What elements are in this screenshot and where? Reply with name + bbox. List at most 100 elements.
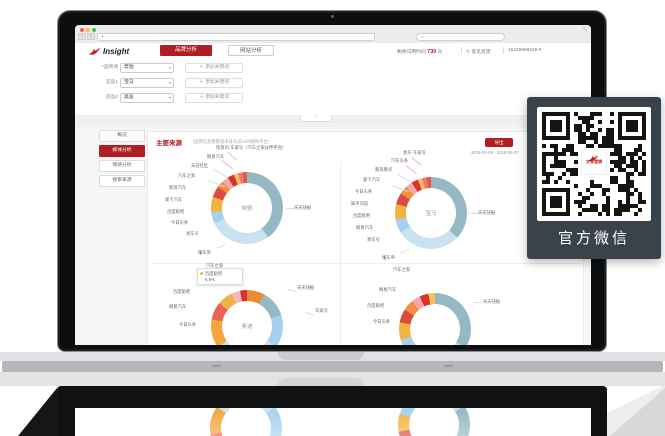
label-leader-line — [221, 160, 234, 170]
logo-text: Insight — [103, 46, 130, 56]
donut-label: 百度贴吧 — [167, 209, 185, 214]
label-leader-line — [305, 312, 314, 316]
donut-label: 百度贴吧 — [353, 213, 371, 218]
account-phone: 15229866629 — [508, 47, 538, 53]
sidebar-item-overview[interactable]: 概况 — [99, 130, 145, 142]
app-header: Insight 品牌分析 网站分析 剩余试用时间 730 天 ✎ 意见反馈 15… — [75, 43, 591, 58]
trial-prefix: 剩余试用时间 — [397, 49, 426, 55]
filter-label-competitor1: 竞品1 — [78, 78, 118, 88]
maximize-window-button[interactable] — [92, 28, 96, 32]
label-leader-line — [213, 169, 228, 178]
laptop-screen-bezel: ⤡ ‹ › + ⌕ Insight 品牌分析 网站分析 剩余试用时间 730 — [57, 10, 607, 352]
browser-search-field[interactable]: ⌕ — [416, 33, 505, 41]
browser-back-button[interactable]: ‹ — [78, 33, 86, 40]
filter-label-text: 品牌词 — [103, 65, 118, 70]
trial-remaining-text: 剩余试用时间 730 天 — [397, 48, 442, 55]
brand-select-value: 奔驰 — [124, 65, 134, 70]
required-asterisk: * — [101, 65, 104, 70]
sidebar-item-search-source[interactable]: 搜索来源 — [99, 175, 145, 187]
nav-tab-brand-analysis[interactable]: 品牌分析 — [160, 45, 212, 56]
chevron-down-icon: ▾ — [538, 47, 542, 53]
add-keyword-button-3[interactable]: ＋ 添加关键词 — [185, 93, 243, 103]
donut-label: 懂车帝 — [198, 250, 211, 255]
close-window-button[interactable] — [80, 28, 84, 32]
donut-label: 网易汽车 — [169, 304, 187, 309]
minimize-window-button[interactable] — [86, 28, 90, 32]
export-button[interactable]: 导出 — [485, 138, 513, 147]
filter-label-brand: *品牌词 — [78, 63, 118, 73]
label-leader-line — [474, 302, 482, 303]
laptop-foot — [212, 365, 221, 367]
sidebar-item-media-analysis[interactable]: 媒体分析 — [99, 145, 145, 157]
filter-label-competitor2: 竞品2 — [78, 93, 118, 103]
reflection-fade — [75, 408, 591, 436]
donut-label: 网易汽车 — [207, 154, 225, 159]
qr-modules — [542, 112, 646, 216]
header-divider — [503, 47, 504, 54]
competitor1-select[interactable]: 宝马 ▾ — [120, 78, 174, 88]
app-logo[interactable]: Insight — [88, 46, 129, 56]
tooltip-label: 百度贴吧 — [205, 270, 223, 276]
laptop-base-front — [2, 361, 663, 372]
donut-label: 天天快报 — [297, 285, 315, 290]
donut-chart-benz[interactable]: 奔驰 — [211, 172, 283, 244]
laptop-hinge-notch — [278, 352, 364, 360]
label-leader-line — [216, 243, 226, 249]
trial-days: 730 — [427, 48, 437, 55]
trial-suffix: 天 — [437, 49, 443, 55]
wechat-qr-card: 文军营销 官方微信 — [527, 97, 661, 259]
label-leader-line — [227, 152, 238, 161]
collapse-toggle[interactable]: ⌃ — [300, 115, 332, 122]
label-leader-line — [405, 165, 418, 175]
qr-code: 文军营销 — [537, 107, 651, 221]
address-bar[interactable]: + — [97, 33, 375, 41]
donut-label: 天涯社区 — [191, 163, 209, 168]
filter-label-text: 竞品2 — [105, 95, 118, 100]
window-resize-icon: ⤡ — [582, 27, 587, 33]
chevron-down-icon: ▾ — [168, 95, 171, 100]
reflection-wedge-left — [18, 388, 57, 436]
logo-swoosh-icon — [587, 155, 599, 162]
chart-panel: 主要来源 （品牌信息数覆盖率排名前10的媒体平台） 导出 2018-05-09 … — [147, 131, 584, 345]
donut-label: 易车·车家号 — [403, 150, 426, 155]
browser-forward-button[interactable]: › — [87, 33, 95, 40]
browser-chrome: ⤡ ‹ › + ⌕ — [75, 25, 591, 44]
chevron-down-icon: ▾ — [168, 80, 171, 85]
donut-label: 汽车头条 — [391, 158, 409, 163]
add-keyword-button-2[interactable]: ＋ 添加关键词 — [185, 78, 243, 88]
donut-chart-4[interactable] — [399, 293, 471, 345]
qr-center-logo: 文军营销 — [581, 149, 607, 175]
account-phone-menu[interactable]: 15229866629 ▾ — [508, 48, 541, 53]
label-leader-line — [411, 157, 422, 166]
panel-divider-horizontal — [152, 263, 581, 264]
sidebar-item-sentiment-analysis[interactable]: 情感分析 — [99, 160, 145, 172]
donut-chart-audi[interactable]: 奥迪 — [211, 290, 283, 345]
donut-label: 今日头条 — [171, 220, 189, 225]
donut-label: 新浪看点 — [375, 167, 393, 172]
webcam-dot-icon — [331, 15, 334, 18]
panel-subtitle: （品牌信息数覆盖率排名前10的媒体平台） — [190, 138, 273, 144]
add-keyword-button-1[interactable]: ＋ 添加关键词 — [185, 63, 243, 73]
label-leader-line — [470, 213, 478, 214]
brand-select[interactable]: 奔驰 ▾ — [120, 63, 174, 73]
panel-divider-vertical — [340, 162, 341, 345]
laptop-foot — [444, 365, 453, 367]
feedback-link[interactable]: ✎ 意见反馈 — [466, 48, 491, 55]
donut-label: 爱卡汽车 — [165, 197, 183, 202]
donut-label: 车家号 — [315, 308, 328, 313]
header-divider — [461, 47, 462, 54]
donut-label: 今日头条 — [179, 322, 197, 327]
nav-tab-site-analysis[interactable]: 网站分析 — [228, 45, 274, 56]
donut-label: 天天快报 — [294, 205, 312, 210]
chevron-down-icon: ▾ — [168, 65, 171, 70]
competitor2-select-value: 奥迪 — [124, 95, 134, 100]
donut-label: 汽车之家 — [178, 173, 196, 178]
donut-label: 天天快报 — [483, 299, 501, 304]
panel-title: 主要来源 — [156, 140, 182, 147]
feedback-label: 意见反馈 — [471, 49, 491, 55]
donut-center-label: 宝马 — [425, 211, 437, 217]
reflection-hinge-notch — [278, 378, 364, 386]
competitor2-select[interactable]: 奥迪 ▾ — [120, 93, 174, 103]
donut-chart-bmw[interactable]: 宝马 — [395, 177, 467, 249]
tooltip-marker-icon — [200, 272, 203, 275]
